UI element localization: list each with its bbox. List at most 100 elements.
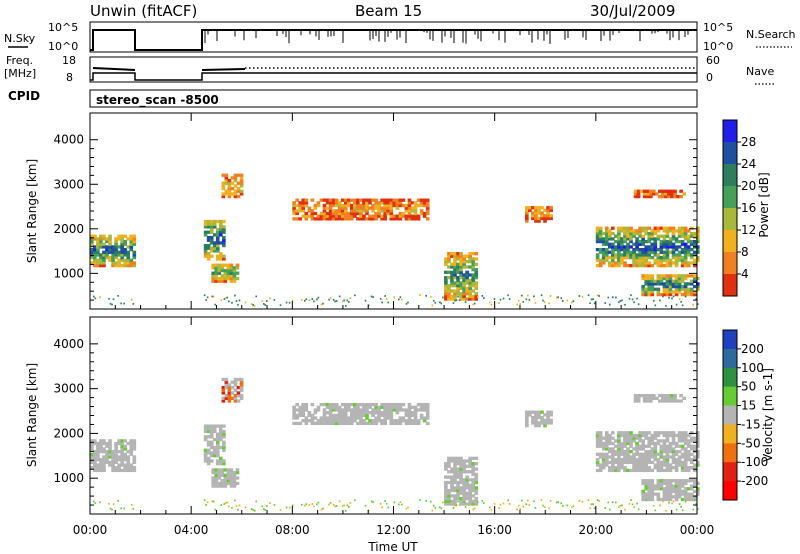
power-cell: [655, 192, 659, 196]
velocity-cell: [595, 433, 600, 438]
power-cell: [434, 301, 437, 304]
power-cell: [671, 253, 676, 257]
power-cell: [474, 268, 479, 272]
velocity-cell: [620, 452, 624, 456]
power-cell: [398, 217, 403, 221]
velocity-cell: [233, 399, 238, 403]
xtick-label: 00:00: [680, 523, 715, 537]
power-cell: [689, 239, 694, 244]
velocity-cell: [665, 447, 670, 451]
power-cell: [90, 234, 94, 238]
power-cell: [304, 203, 309, 208]
velocity-cell: [389, 411, 394, 415]
velocity-cell: [90, 466, 94, 470]
velocity-cell: [206, 443, 211, 447]
velocity-cell: [211, 484, 216, 488]
velocity-cell: [623, 433, 627, 438]
power-cell: [656, 292, 661, 297]
power-cell: [525, 211, 529, 215]
power-cell: [671, 297, 673, 300]
power-cell: [561, 300, 564, 302]
colorbar-tick-label: 16: [741, 201, 756, 215]
velocity-cell: [650, 433, 655, 438]
velocity-cell: [90, 439, 94, 443]
velocity-cell: [229, 468, 234, 472]
velocity-cell: [346, 402, 351, 407]
power-cell: [644, 287, 649, 291]
velocity-cell: [686, 468, 691, 473]
power-cell: [695, 282, 700, 286]
velocity-cell: [111, 449, 115, 454]
power-cell: [425, 217, 430, 221]
power-cell: [346, 299, 349, 302]
power-cell: [677, 239, 682, 244]
velocity-cell: [604, 460, 609, 465]
power-cell: [548, 302, 550, 305]
velocity-cell: [620, 460, 624, 465]
velocity-cell: [328, 416, 333, 420]
velocity-cell: [471, 494, 476, 498]
power-cell: [471, 265, 476, 269]
power-cell: [372, 296, 374, 298]
power-cell: [117, 253, 121, 257]
freq-label-1: Freq.: [6, 54, 33, 67]
power-cell: [636, 194, 641, 199]
velocity-cell: [232, 484, 237, 488]
power-cell: [641, 255, 645, 260]
velocity-cell: [235, 505, 238, 507]
power-cell: [662, 250, 667, 254]
velocity-cell: [633, 394, 638, 398]
power-cell: [129, 264, 134, 268]
ytick-label: 4000: [53, 133, 84, 147]
velocity-cell: [346, 416, 351, 420]
velocity-cell: [661, 399, 665, 403]
velocity-cell: [645, 499, 648, 502]
velocity-cell: [393, 501, 396, 504]
power-cell: [665, 290, 670, 294]
velocity-cell: [218, 424, 223, 428]
power-cell: [673, 189, 677, 193]
velocity-cell: [220, 473, 225, 477]
velocity-cell: [459, 456, 463, 460]
power-cell: [617, 237, 621, 241]
power-cell: [546, 208, 550, 213]
velocity-cell: [644, 495, 649, 499]
velocity-cell: [641, 458, 645, 462]
velocity-cell: [671, 431, 676, 435]
power-cell: [462, 292, 466, 296]
power-cell: [413, 201, 418, 205]
velocity-cell: [692, 479, 697, 483]
velocity-cell: [462, 496, 466, 501]
power-cell: [647, 253, 652, 257]
power-cell: [662, 226, 667, 230]
power-cell: [598, 229, 603, 233]
power-cell: [452, 302, 455, 304]
power-cell: [220, 263, 225, 267]
velocity-cell: [671, 436, 676, 440]
velocity-cell: [464, 506, 467, 508]
velocity-cell: [674, 460, 679, 465]
power-cell: [227, 194, 232, 199]
power-cell: [215, 241, 220, 245]
power-cell: [546, 216, 550, 221]
velocity-cell: [96, 452, 100, 456]
velocity-cell: [474, 475, 479, 479]
power-cell: [444, 278, 448, 282]
velocity-cell: [665, 492, 670, 496]
power-cell: [236, 181, 241, 185]
velocity-cell: [227, 399, 232, 403]
power-cell: [674, 279, 679, 283]
velocity-cell: [462, 464, 466, 469]
power-cell: [206, 254, 211, 258]
power-cell: [595, 231, 600, 236]
power-cell: [519, 303, 522, 305]
power-cell: [129, 261, 134, 265]
power-cell: [343, 201, 348, 205]
velocity-cell: [456, 456, 460, 460]
power-cell: [659, 255, 664, 260]
power-cell: [638, 264, 642, 268]
velocity-cell: [607, 468, 612, 473]
power-cell: [301, 214, 306, 218]
velocity-cell: [93, 449, 97, 454]
